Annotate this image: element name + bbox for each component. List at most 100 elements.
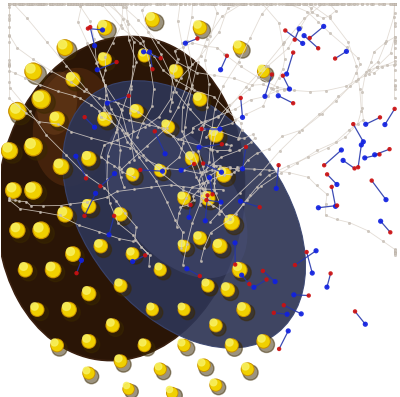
Point: [224, 107, 230, 114]
Point: [341, 1, 348, 7]
Point: [36, 208, 43, 215]
Point: [67, 247, 73, 254]
Point: [320, 15, 326, 21]
Point: [119, 168, 125, 175]
Point: [6, 1, 13, 7]
Point: [6, 148, 13, 154]
Point: [276, 162, 282, 168]
Point: [200, 195, 206, 201]
Point: [260, 338, 267, 345]
Point: [19, 263, 26, 270]
Point: [119, 25, 126, 31]
Point: [6, 1, 13, 7]
Point: [318, 111, 325, 118]
Point: [161, 1, 167, 7]
Point: [43, 39, 50, 45]
Point: [296, 129, 302, 135]
Point: [391, 61, 398, 67]
Point: [198, 171, 205, 177]
Point: [109, 1, 115, 7]
Point: [6, 1, 13, 7]
Point: [74, 1, 80, 7]
Point: [132, 253, 138, 260]
Point: [99, 112, 105, 119]
Point: [238, 1, 244, 7]
Point: [198, 190, 204, 197]
Point: [374, 64, 380, 70]
Point: [238, 303, 244, 309]
Point: [102, 56, 108, 63]
Point: [199, 185, 205, 191]
Point: [218, 13, 225, 20]
Point: [198, 1, 205, 7]
Point: [228, 342, 235, 349]
Point: [324, 284, 330, 290]
Point: [226, 339, 232, 345]
Point: [133, 224, 140, 230]
Point: [391, 82, 398, 89]
Point: [322, 212, 329, 218]
Point: [187, 202, 194, 208]
Point: [22, 75, 28, 81]
Point: [359, 1, 365, 7]
Point: [203, 168, 210, 174]
Point: [84, 40, 90, 46]
Point: [384, 61, 391, 67]
Point: [174, 136, 181, 143]
Point: [340, 157, 346, 164]
Point: [61, 1, 68, 7]
Point: [198, 258, 204, 264]
Point: [6, 1, 13, 7]
Point: [371, 49, 377, 55]
Point: [111, 213, 117, 219]
Point: [344, 44, 350, 50]
Point: [64, 214, 71, 220]
Point: [67, 1, 74, 7]
Point: [390, 14, 397, 20]
Point: [172, 217, 178, 224]
Point: [205, 283, 211, 289]
Point: [269, 71, 275, 78]
Point: [104, 59, 110, 65]
Point: [335, 93, 342, 100]
Point: [99, 53, 105, 59]
Point: [221, 1, 228, 7]
Point: [210, 163, 216, 169]
Point: [140, 119, 146, 126]
Point: [94, 67, 100, 73]
Point: [206, 81, 212, 87]
Point: [217, 162, 224, 169]
Point: [86, 156, 92, 162]
Point: [155, 39, 161, 46]
Point: [215, 134, 222, 141]
Point: [141, 342, 148, 349]
Point: [112, 1, 118, 7]
Point: [198, 358, 204, 365]
Point: [178, 128, 185, 134]
Point: [160, 67, 166, 73]
Point: [88, 1, 95, 7]
Point: [220, 187, 226, 193]
Point: [162, 120, 169, 127]
Point: [249, 82, 255, 89]
Point: [238, 63, 244, 69]
Point: [256, 1, 263, 7]
Point: [7, 85, 13, 91]
Point: [54, 116, 60, 122]
Point: [6, 1, 13, 7]
Point: [141, 52, 148, 59]
Point: [130, 62, 136, 69]
Point: [392, 106, 398, 112]
Point: [68, 79, 74, 85]
Point: [343, 83, 350, 89]
Point: [183, 245, 190, 252]
Point: [6, 1, 13, 7]
Point: [267, 1, 274, 7]
Point: [205, 195, 211, 202]
Point: [223, 174, 230, 180]
Point: [308, 1, 314, 7]
Point: [371, 70, 377, 76]
Point: [149, 66, 156, 72]
Point: [309, 9, 315, 15]
Point: [224, 53, 230, 59]
